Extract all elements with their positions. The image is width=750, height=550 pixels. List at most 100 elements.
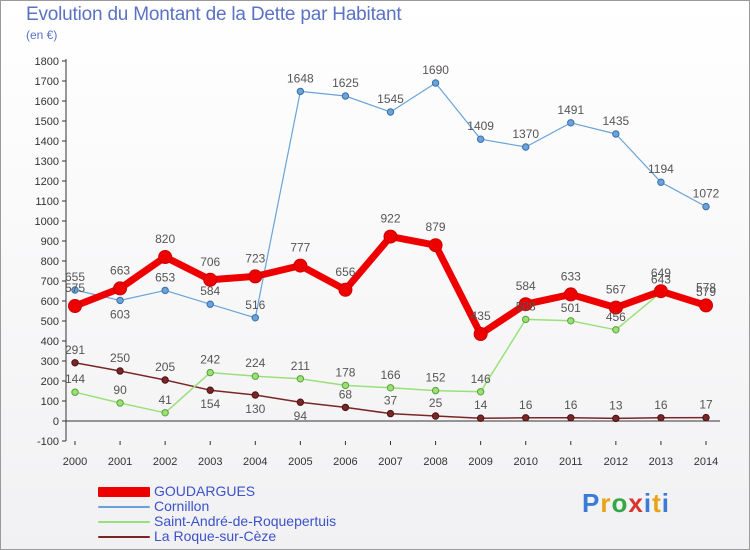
data-label-la-roque-sur-ceze: 154 (200, 397, 220, 411)
data-point-saint-andre-de-roquepertuis (116, 399, 124, 407)
y-tick-label: 1500 (35, 116, 59, 128)
legend-swatch-la-roque (98, 535, 150, 538)
data-label-goudargues: 706 (200, 255, 220, 269)
data-point-la-roque-sur-ceze (206, 386, 214, 394)
data-label-la-roque-sur-ceze: 205 (155, 360, 175, 374)
data-label-la-roque-sur-ceze: 68 (339, 387, 353, 401)
y-tick-label: 1200 (35, 176, 59, 188)
data-point-goudargues (473, 327, 488, 341)
legend-swatch-saint-andre (98, 520, 150, 523)
data-label-la-roque-sur-ceze: 17 (699, 398, 713, 412)
data-point-la-roque-sur-ceze (431, 412, 440, 420)
y-tick-label: 300 (41, 356, 59, 368)
data-label-goudargues: 575 (65, 281, 85, 295)
data-point-la-roque-sur-ceze (567, 414, 575, 422)
data-point-goudargues (383, 229, 398, 244)
data-point-la-roque-sur-ceze (71, 359, 79, 367)
y-tick-label: 500 (41, 316, 59, 328)
data-label-cornillon: 1625 (332, 76, 359, 90)
data-point-saint-andre-de-roquepertuis (567, 317, 575, 325)
chart-unit: (en €) (26, 28, 58, 42)
x-tick-label: 2006 (333, 456, 357, 468)
data-label-goudargues: 820 (155, 232, 175, 246)
data-point-cornillon (702, 202, 710, 211)
data-label-saint-andre-de-roquepertuis: 178 (335, 365, 355, 379)
legend-label-la-roque: La Roque-sur-Cèze (154, 528, 277, 544)
x-tick-label: 2005 (288, 456, 312, 468)
data-point-goudargues (158, 250, 173, 264)
data-point-cornillon (612, 130, 620, 138)
data-point-goudargues (608, 300, 623, 315)
data-label-goudargues: 584 (516, 279, 536, 293)
x-tick-label: 2014 (694, 456, 718, 468)
data-point-la-roque-sur-ceze (476, 414, 485, 422)
data-label-goudargues: 777 (290, 241, 310, 255)
data-label-cornillon: 1370 (512, 127, 539, 141)
data-label-goudargues: 649 (651, 266, 671, 280)
data-point-cornillon (567, 119, 575, 127)
data-point-saint-andre-de-roquepertuis (206, 368, 214, 377)
data-label-cornillon: 516 (245, 298, 265, 312)
y-tick-label: 700 (41, 276, 59, 288)
x-tick-label: 2007 (378, 456, 402, 468)
data-label-goudargues: 723 (245, 251, 265, 265)
data-point-goudargues (203, 272, 218, 287)
x-tick-label: 2002 (153, 456, 177, 468)
data-point-cornillon (431, 79, 440, 87)
data-point-goudargues (293, 258, 308, 273)
data-point-la-roque-sur-ceze (116, 367, 124, 375)
data-point-saint-andre-de-roquepertuis (251, 372, 259, 380)
data-label-saint-andre-de-roquepertuis: 166 (380, 368, 400, 382)
data-label-cornillon: 1072 (693, 187, 720, 201)
data-label-la-roque-sur-ceze: 37 (384, 394, 398, 408)
y-tick-label: 800 (41, 256, 59, 268)
data-label-cornillon: 603 (110, 307, 130, 321)
data-point-cornillon (657, 178, 665, 186)
data-point-goudargues (563, 287, 578, 302)
data-label-saint-andre-de-roquepertuis: 501 (561, 301, 581, 315)
data-label-goudargues: 567 (606, 283, 626, 297)
data-point-goudargues (653, 284, 668, 299)
legend-swatch-goudargues (98, 486, 150, 497)
data-point-cornillon (386, 108, 395, 116)
y-tick-label: 0 (53, 416, 59, 428)
legend-item-la-roque: La Roque-sur-Cèze (98, 529, 336, 544)
data-point-goudargues (338, 282, 353, 297)
data-label-la-roque-sur-ceze: 291 (65, 343, 85, 357)
data-label-saint-andre-de-roquepertuis: 508 (516, 299, 536, 313)
data-label-cornillon: 1545 (377, 92, 404, 106)
data-label-saint-andre-de-roquepertuis: 456 (606, 310, 626, 324)
legend-item-goudargues: GOUDARGUES (98, 484, 336, 499)
data-point-la-roque-sur-ceze (341, 403, 350, 412)
data-label-la-roque-sur-ceze: 25 (429, 396, 443, 410)
data-label-saint-andre-de-roquepertuis: 41 (158, 393, 172, 407)
y-tick-label: 1300 (35, 156, 59, 168)
data-point-saint-andre-de-roquepertuis (522, 315, 530, 324)
data-label-cornillon: 1409 (467, 119, 494, 133)
data-point-saint-andre-de-roquepertuis (71, 388, 79, 396)
data-label-cornillon: 584 (200, 284, 220, 298)
y-tick-label: 200 (41, 376, 59, 388)
data-point-cornillon (206, 300, 214, 308)
data-point-la-roque-sur-ceze (296, 398, 305, 406)
data-point-saint-andre-de-roquepertuis (296, 375, 305, 383)
data-label-saint-andre-de-roquepertuis: 152 (426, 371, 446, 385)
data-label-la-roque-sur-ceze: 250 (110, 351, 130, 365)
data-point-cornillon (522, 143, 530, 151)
x-tick-label: 2000 (63, 456, 87, 468)
data-point-saint-andre-de-roquepertuis (386, 384, 395, 392)
data-point-cornillon (251, 314, 259, 322)
data-point-goudargues (113, 281, 128, 296)
data-label-la-roque-sur-ceze: 94 (294, 409, 308, 423)
data-label-saint-andre-de-roquepertuis: 643 (651, 272, 671, 286)
data-point-cornillon (116, 296, 124, 305)
data-label-cornillon: 1648 (287, 71, 314, 85)
data-point-saint-andre-de-roquepertuis (476, 388, 485, 396)
data-label-saint-andre-de-roquepertuis: 224 (245, 356, 265, 370)
x-tick-label: 2001 (108, 456, 132, 468)
data-label-cornillon: 1435 (603, 114, 630, 128)
y-tick-label: 1000 (35, 216, 59, 228)
x-tick-label: 2011 (559, 456, 583, 468)
